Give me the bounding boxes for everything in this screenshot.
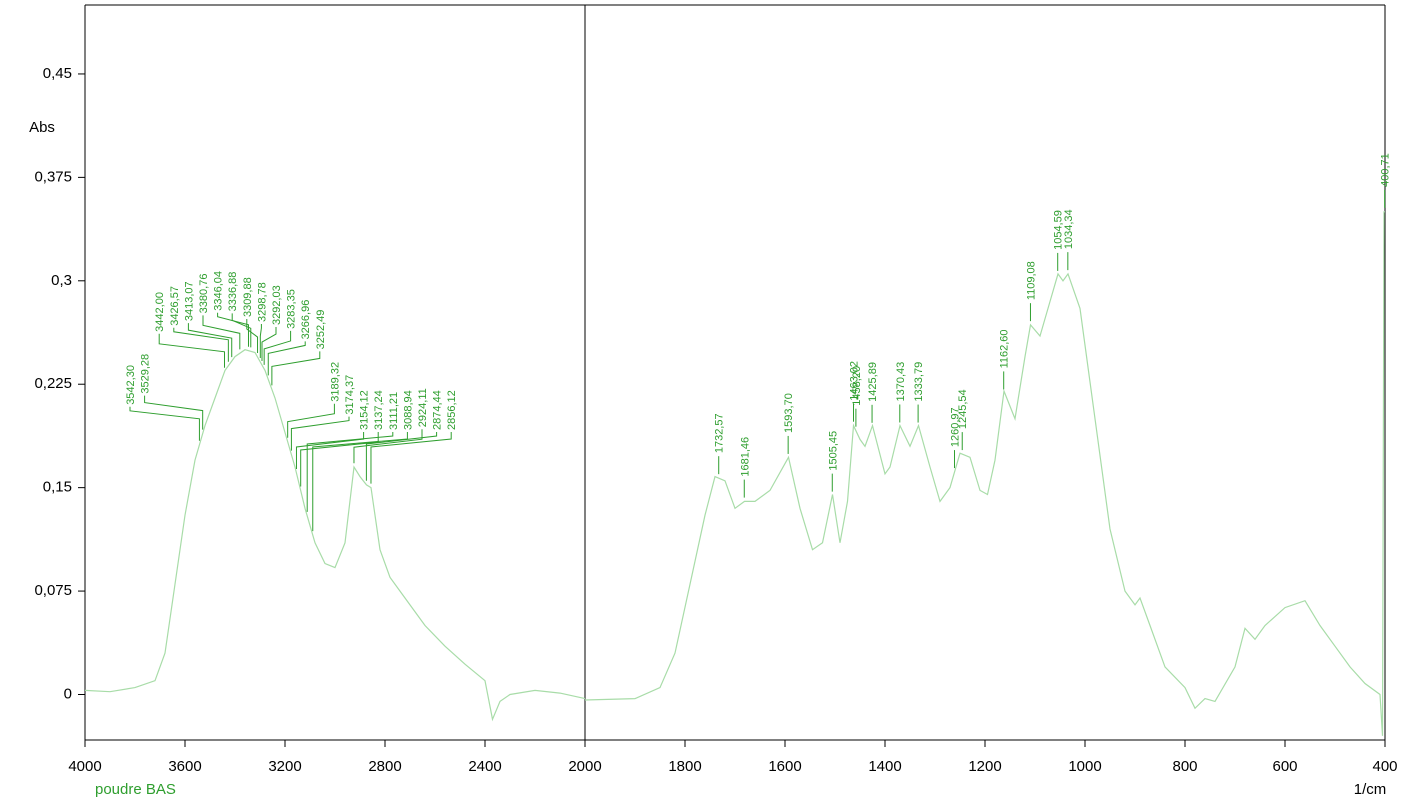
x-tick-label: 1400: [868, 758, 901, 775]
x-tick-label: 3600: [168, 758, 201, 775]
x-tick-label: 400: [1372, 758, 1397, 775]
peak-leader: [158, 333, 225, 368]
x-tick-label: 600: [1272, 758, 1297, 775]
peak-label: 3154,12: [359, 390, 371, 430]
peak-label: 1681,46: [739, 437, 751, 477]
peak-label: 3266,96: [300, 300, 312, 340]
peak-label: 3189,32: [329, 362, 341, 402]
peak-label: 1425,89: [867, 362, 879, 402]
peak-label: 3442,00: [154, 292, 166, 332]
peak-leader: [306, 432, 394, 512]
peak-leader: [353, 429, 423, 464]
peak-label: 2856,12: [446, 390, 458, 430]
peak-leader: [370, 432, 452, 484]
peak-label: 3336,88: [227, 272, 239, 312]
legend-label: poudre BAS: [95, 781, 176, 798]
peak-label: 1260,97: [950, 407, 962, 447]
peak-label: 3380,76: [198, 274, 210, 314]
x-tick-label: 800: [1172, 758, 1197, 775]
peak-label: 1463,02: [848, 361, 860, 401]
peak-leader: [231, 313, 252, 348]
x-tick-label: 1600: [768, 758, 801, 775]
peak-label: 1732,57: [714, 413, 726, 453]
x-axis-label: 1/cm: [1354, 781, 1387, 798]
peak-label: 1162,60: [999, 329, 1011, 368]
peak-label: 1370,43: [895, 362, 907, 402]
spectrum-line: [584, 211, 1385, 736]
peak-leader: [365, 432, 438, 481]
peak-label: 3252,49: [315, 310, 327, 350]
peak-leader: [246, 319, 259, 354]
x-tick-label: 1800: [668, 758, 701, 775]
x-tick-label: 4000: [68, 758, 101, 775]
y-tick-label: 0: [64, 685, 72, 702]
peak-leader: [187, 323, 233, 358]
peak-leader: [312, 432, 408, 532]
peak-label: 3292,03: [271, 285, 283, 325]
x-tick-label: 1200: [968, 758, 1001, 775]
peak-leader: [144, 395, 204, 430]
x-tick-label: 3200: [268, 758, 301, 775]
peak-leader: [267, 341, 306, 376]
peak-label: 3137,24: [373, 390, 385, 430]
peak-leader: [261, 327, 277, 362]
peak-leader: [129, 406, 200, 441]
peak-label: 3309,88: [242, 277, 254, 317]
peak-label: 1054,59: [1053, 210, 1065, 250]
peak-label: 3174,37: [344, 375, 356, 415]
y-tick-label: 0,375: [34, 168, 72, 185]
peak-label: 3298,78: [256, 282, 268, 322]
peak-label: 3542,30: [125, 365, 137, 405]
x-tick-label: 2800: [368, 758, 401, 775]
x-tick-label: 1000: [1068, 758, 1101, 775]
y-tick-label: 0,075: [34, 582, 72, 599]
peak-leader: [259, 324, 262, 359]
y-tick-label: 0,45: [43, 65, 72, 82]
spectrum-line: [84, 349, 586, 722]
peak-leader: [287, 403, 335, 438]
peak-label: 1593,70: [783, 393, 795, 433]
peak-leader: [263, 330, 292, 365]
peak-label: 3346,04: [213, 271, 225, 311]
x-tick-label: 2400: [468, 758, 501, 775]
x-tick-label: 2000: [568, 758, 601, 775]
y-tick-label: 0,15: [43, 479, 72, 496]
peak-leader: [202, 315, 241, 350]
peak-label: 2924,11: [417, 388, 429, 427]
peak-label: 1333,79: [913, 362, 925, 402]
peak-label: 1458,20: [851, 366, 863, 406]
y-tick-label: 0,225: [34, 375, 72, 392]
peak-leader: [290, 416, 350, 451]
peak-label: 1505,45: [827, 431, 839, 471]
peak-label: 1245,54: [957, 389, 969, 429]
peak-label: 400,71: [1380, 153, 1392, 187]
y-tick-label: 0,3: [51, 272, 72, 289]
peak-leader: [173, 327, 229, 362]
peak-label: 3283,35: [286, 289, 298, 329]
peak-label: 3111,21: [388, 392, 400, 430]
peak-label: 3426,57: [169, 286, 181, 326]
peak-label: 3529,28: [140, 354, 152, 394]
peak-label: 3413,07: [183, 281, 195, 321]
peak-leader: [271, 351, 321, 386]
y-axis-label: Abs: [29, 119, 55, 136]
peak-label: 3088,94: [402, 390, 414, 430]
peak-label: 2874,44: [432, 390, 444, 430]
peak-label: 1034,34: [1063, 209, 1075, 249]
peak-leader: [295, 432, 365, 470]
peak-label: 1109,08: [1025, 261, 1037, 300]
